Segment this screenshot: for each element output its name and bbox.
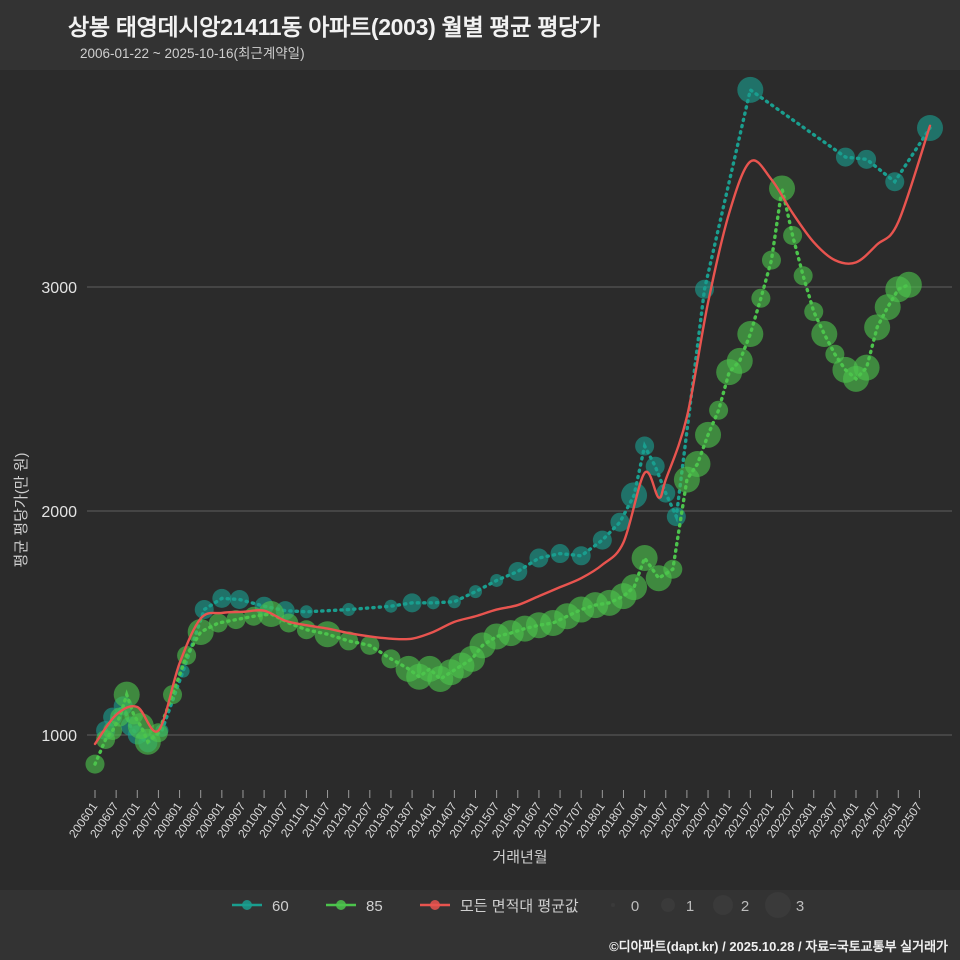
data-point [226,610,246,630]
series-85 [85,175,922,774]
data-point [885,172,905,192]
data-point [635,436,655,456]
data-point [853,354,880,381]
gridlines [87,286,952,736]
data-point [469,585,483,599]
data-point [666,507,686,527]
data-point [381,649,401,669]
data-point [804,302,824,322]
data-point [737,321,764,348]
legend-size-bubble [661,898,675,912]
data-point [384,599,398,613]
legend-size-label: 0 [631,898,639,915]
data-point [148,723,168,743]
x-axis-title: 거래년월 [492,849,547,866]
y-axis-ticks: 1000 2000 3000 [41,280,77,745]
data-point [737,76,764,103]
series-60 [96,76,943,753]
data-point [726,347,753,374]
legend-size-label: 3 [796,898,804,915]
data-point [645,456,665,476]
data-point [857,149,877,169]
data-point [339,631,359,651]
header-band [0,0,960,70]
data-point [835,147,855,167]
page-subtitle: 2006-01-22 ~ 2025-10-16(최근계약일) [80,46,305,61]
data-point [229,589,249,609]
y-tick-label: 1000 [41,728,77,745]
data-point [314,621,341,648]
y-tick-label: 3000 [41,280,77,297]
data-point [592,530,612,550]
data-point [110,707,130,727]
data-point [490,573,504,587]
data-point [508,561,528,581]
series-모든 면적대 평균값 [93,124,932,746]
data-point [663,559,683,579]
x-axis-ticks: 2006012006072007012007072008012008072009… [66,790,925,841]
data-point [212,588,232,608]
legend-size-label: 1 [686,898,694,915]
data-point [208,613,228,633]
legend-size-bubble [611,903,615,907]
series-dotted-line [103,87,932,746]
data-point [761,250,781,270]
data-point [621,574,648,601]
data-point [187,618,214,645]
data-point [769,175,796,202]
data-point [342,603,356,617]
data-point [571,546,591,566]
data-point [529,548,549,568]
data-point [684,450,711,477]
data-point [709,400,729,420]
data-point [426,596,440,610]
legend-label-85[interactable]: 85 [366,898,383,915]
footer-credit: ©디아파트(dapt.kr) / 2025.10.28 / 자료=국토교통부 실… [609,939,948,954]
plot-series [85,76,943,774]
data-point [299,605,313,619]
chart-legend: 60 85 모든 면적대 평균값 0 1 2 3 [232,892,804,918]
data-point [751,288,771,308]
data-point [793,266,813,286]
data-point [695,421,722,448]
legend-marker [242,900,252,910]
data-point [447,595,461,609]
data-point [811,321,838,348]
legend-size-label: 2 [741,898,749,915]
data-point [621,482,648,509]
legend-size-bubble [713,895,733,915]
page-title: 상봉 태영데시앙21411동 아파트(2003) 월별 평균 평당가 [68,14,600,40]
data-point [113,681,140,708]
legend-marker [336,900,346,910]
series-dotted-line [93,188,911,766]
data-point [85,754,105,774]
legend-label-모든 면적대 평균값[interactable]: 모든 면적대 평균값 [460,898,579,915]
average-line [93,124,932,746]
plot-background [0,70,960,890]
data-point [656,483,676,503]
legend-label-60[interactable]: 60 [272,898,289,915]
footer-band [0,930,960,960]
data-point [163,685,183,705]
data-point [631,545,658,572]
y-axis-title: 평균 평당가(만 원) [13,453,30,568]
data-point [360,635,380,655]
y-tick-label: 2000 [41,504,77,521]
legend-marker [430,900,440,910]
data-point [402,593,422,613]
data-point [783,225,803,245]
data-point [610,512,630,532]
data-point [895,271,922,298]
data-point [864,314,891,341]
legend-size-bubble [765,892,791,918]
data-point [550,544,570,564]
